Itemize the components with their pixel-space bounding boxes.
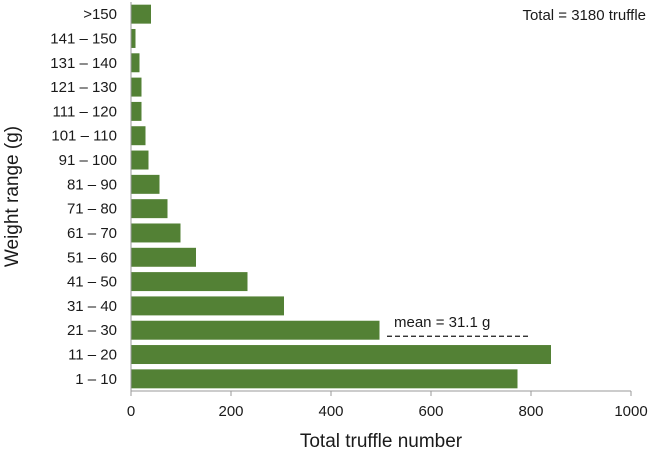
y-tick-label: 111 – 120 [52,103,117,120]
bar [131,77,142,97]
y-tick-label: 31 – 40 [67,298,117,315]
y-tick-label: 91 – 100 [59,152,117,169]
y-tick-label: 71 – 80 [67,201,117,218]
bar [131,320,380,340]
mean-annotation: mean = 31.1 g [394,314,490,331]
y-tick-label: 121 – 130 [50,79,117,96]
bar [131,4,151,24]
x-tick-label: 600 [418,403,443,420]
total-annotation: Total = 3180 truffle [522,7,646,24]
x-tick-label: 200 [218,403,243,420]
bar [131,126,146,146]
y-tick-label: >150 [83,6,117,23]
y-tick-label: 101 – 110 [51,128,117,145]
x-tick-label: 1000 [614,403,647,420]
y-tick-label: 81 – 90 [67,176,117,193]
bar [131,223,181,243]
bar [131,150,149,170]
bar [131,247,196,267]
y-axis-title: Weight range (g) [2,126,23,267]
y-tick-label: 11 – 20 [68,347,117,364]
y-tick-label: 51 – 60 [67,249,117,266]
x-tick-label: 400 [318,403,343,420]
bar [131,174,160,194]
x-axis-title: Total truffle number [300,431,463,452]
bars-group [131,4,551,389]
bar [131,296,284,316]
bar [131,101,142,121]
x-tick-label: 800 [518,403,543,420]
x-tick-label: 0 [127,403,135,420]
y-tick-labels: 1 – 10 11 – 20 21 – 30 31 – 40 41 – 50 51 – 6… [50,6,117,388]
bar [131,272,248,292]
y-tick-label: 141 – 150 [50,30,117,47]
y-tick-label: 1 – 10 [75,371,117,388]
bar [131,53,140,73]
y-tick-label: 41 – 50 [67,274,117,291]
y-tick-label: 61 – 70 [67,225,117,242]
y-tick-label: 21 – 30 [67,322,117,339]
bar [131,345,551,365]
bar [131,28,136,48]
y-tick-label: 131 – 140 [50,55,117,72]
bar [131,199,168,219]
bar [131,369,518,389]
x-ticks: 0 200 400 600 800 1000 [127,391,648,420]
